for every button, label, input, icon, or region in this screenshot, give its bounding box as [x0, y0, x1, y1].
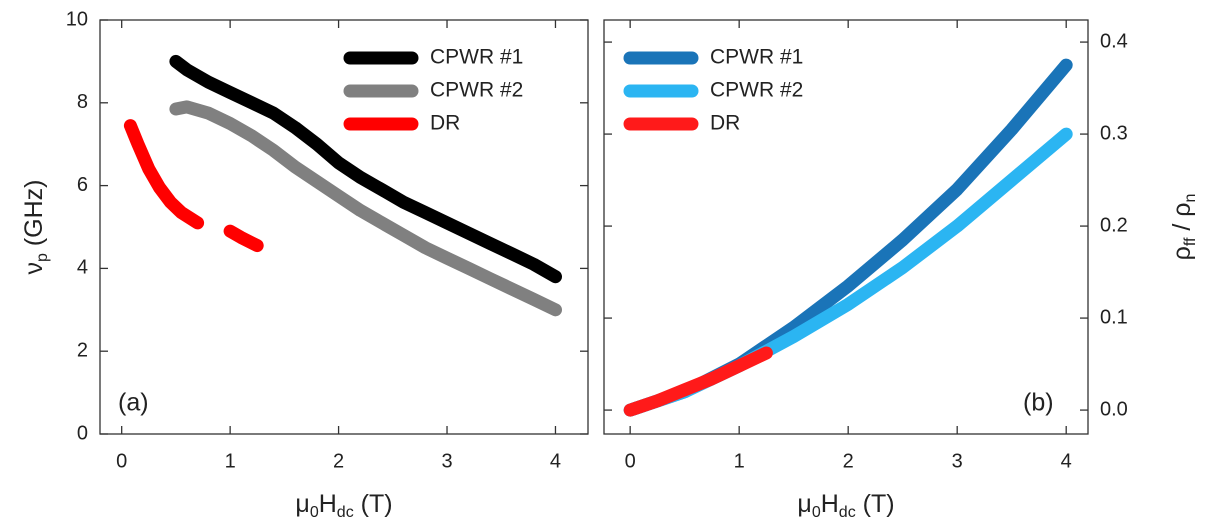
series-line [123, 119, 205, 230]
y-tick-label: 2 [77, 339, 88, 361]
y-axis-label-part: ρ [1168, 246, 1196, 260]
plot-frame [603, 19, 1089, 435]
x-axis-label-part: dc [839, 504, 856, 521]
y-axis-label-part: (GHz) [20, 179, 48, 253]
x-axis-label-part: H [319, 490, 337, 518]
y-tick-label: 0.4 [1100, 30, 1128, 52]
y-tick-label: 0.2 [1100, 214, 1128, 236]
y-tick-label: 8 [77, 91, 88, 113]
y-tick-label: 6 [77, 174, 88, 196]
x-axis-label-part: H [821, 490, 839, 518]
x-axis-label-part: 0 [812, 504, 821, 521]
series-line [169, 54, 562, 284]
panel-label: (b) [1023, 389, 1054, 417]
y-axis-label-part: p [34, 253, 51, 262]
x-tick-label: 1 [225, 450, 236, 472]
series-line [223, 224, 264, 253]
x-axis-label: μ0Hdc (T) [797, 490, 894, 522]
x-tick-label: 3 [441, 450, 452, 472]
y-tick-label: 4 [77, 257, 88, 279]
x-axis-label-part: μ [797, 490, 811, 518]
x-axis-label-part: (T) [856, 490, 895, 518]
legend-label: DR [430, 112, 460, 135]
series-line [169, 100, 562, 317]
y-tick-label: 0.1 [1100, 306, 1128, 328]
y-axis-label-part: ν [20, 262, 48, 275]
legend-label: CPWR #2 [710, 79, 803, 102]
series-line [623, 127, 1073, 417]
x-axis-label-part: dc [337, 504, 354, 521]
y-tick-label: 10 [66, 8, 88, 30]
plot-frame [99, 19, 589, 435]
y-axis-label: ρff / ρn [1168, 194, 1200, 261]
x-tick-label: 4 [550, 450, 561, 472]
x-axis-label-part: (T) [354, 490, 393, 518]
x-tick-label: 0 [625, 450, 636, 472]
series-line [623, 58, 1073, 417]
legend-label: CPWR #2 [430, 79, 523, 102]
x-axis-label-part: μ [295, 490, 309, 518]
x-tick-label: 4 [1061, 450, 1072, 472]
x-tick-label: 2 [333, 450, 344, 472]
x-axis-label: μ0Hdc (T) [295, 490, 392, 522]
y-axis-label-part: n [1182, 194, 1199, 203]
y-tick-label: 0.3 [1100, 122, 1128, 144]
y-axis-label: νp (GHz) [20, 179, 52, 274]
legend-label: DR [710, 112, 740, 135]
x-tick-label: 2 [843, 450, 854, 472]
x-axis-label-part: 0 [310, 504, 319, 521]
y-tick-label: 0.0 [1100, 398, 1128, 420]
x-tick-label: 0 [116, 450, 127, 472]
legend-label: CPWR #1 [710, 46, 803, 69]
y-tick-label: 0 [77, 422, 88, 444]
x-tick-label: 3 [952, 450, 963, 472]
legend-label: CPWR #1 [430, 46, 523, 69]
y-axis-label-part: ff [1182, 237, 1199, 246]
series-line [623, 346, 773, 417]
panel-label: (a) [118, 389, 149, 417]
y-axis-label-part: / ρ [1168, 203, 1196, 238]
x-tick-label: 1 [734, 450, 745, 472]
